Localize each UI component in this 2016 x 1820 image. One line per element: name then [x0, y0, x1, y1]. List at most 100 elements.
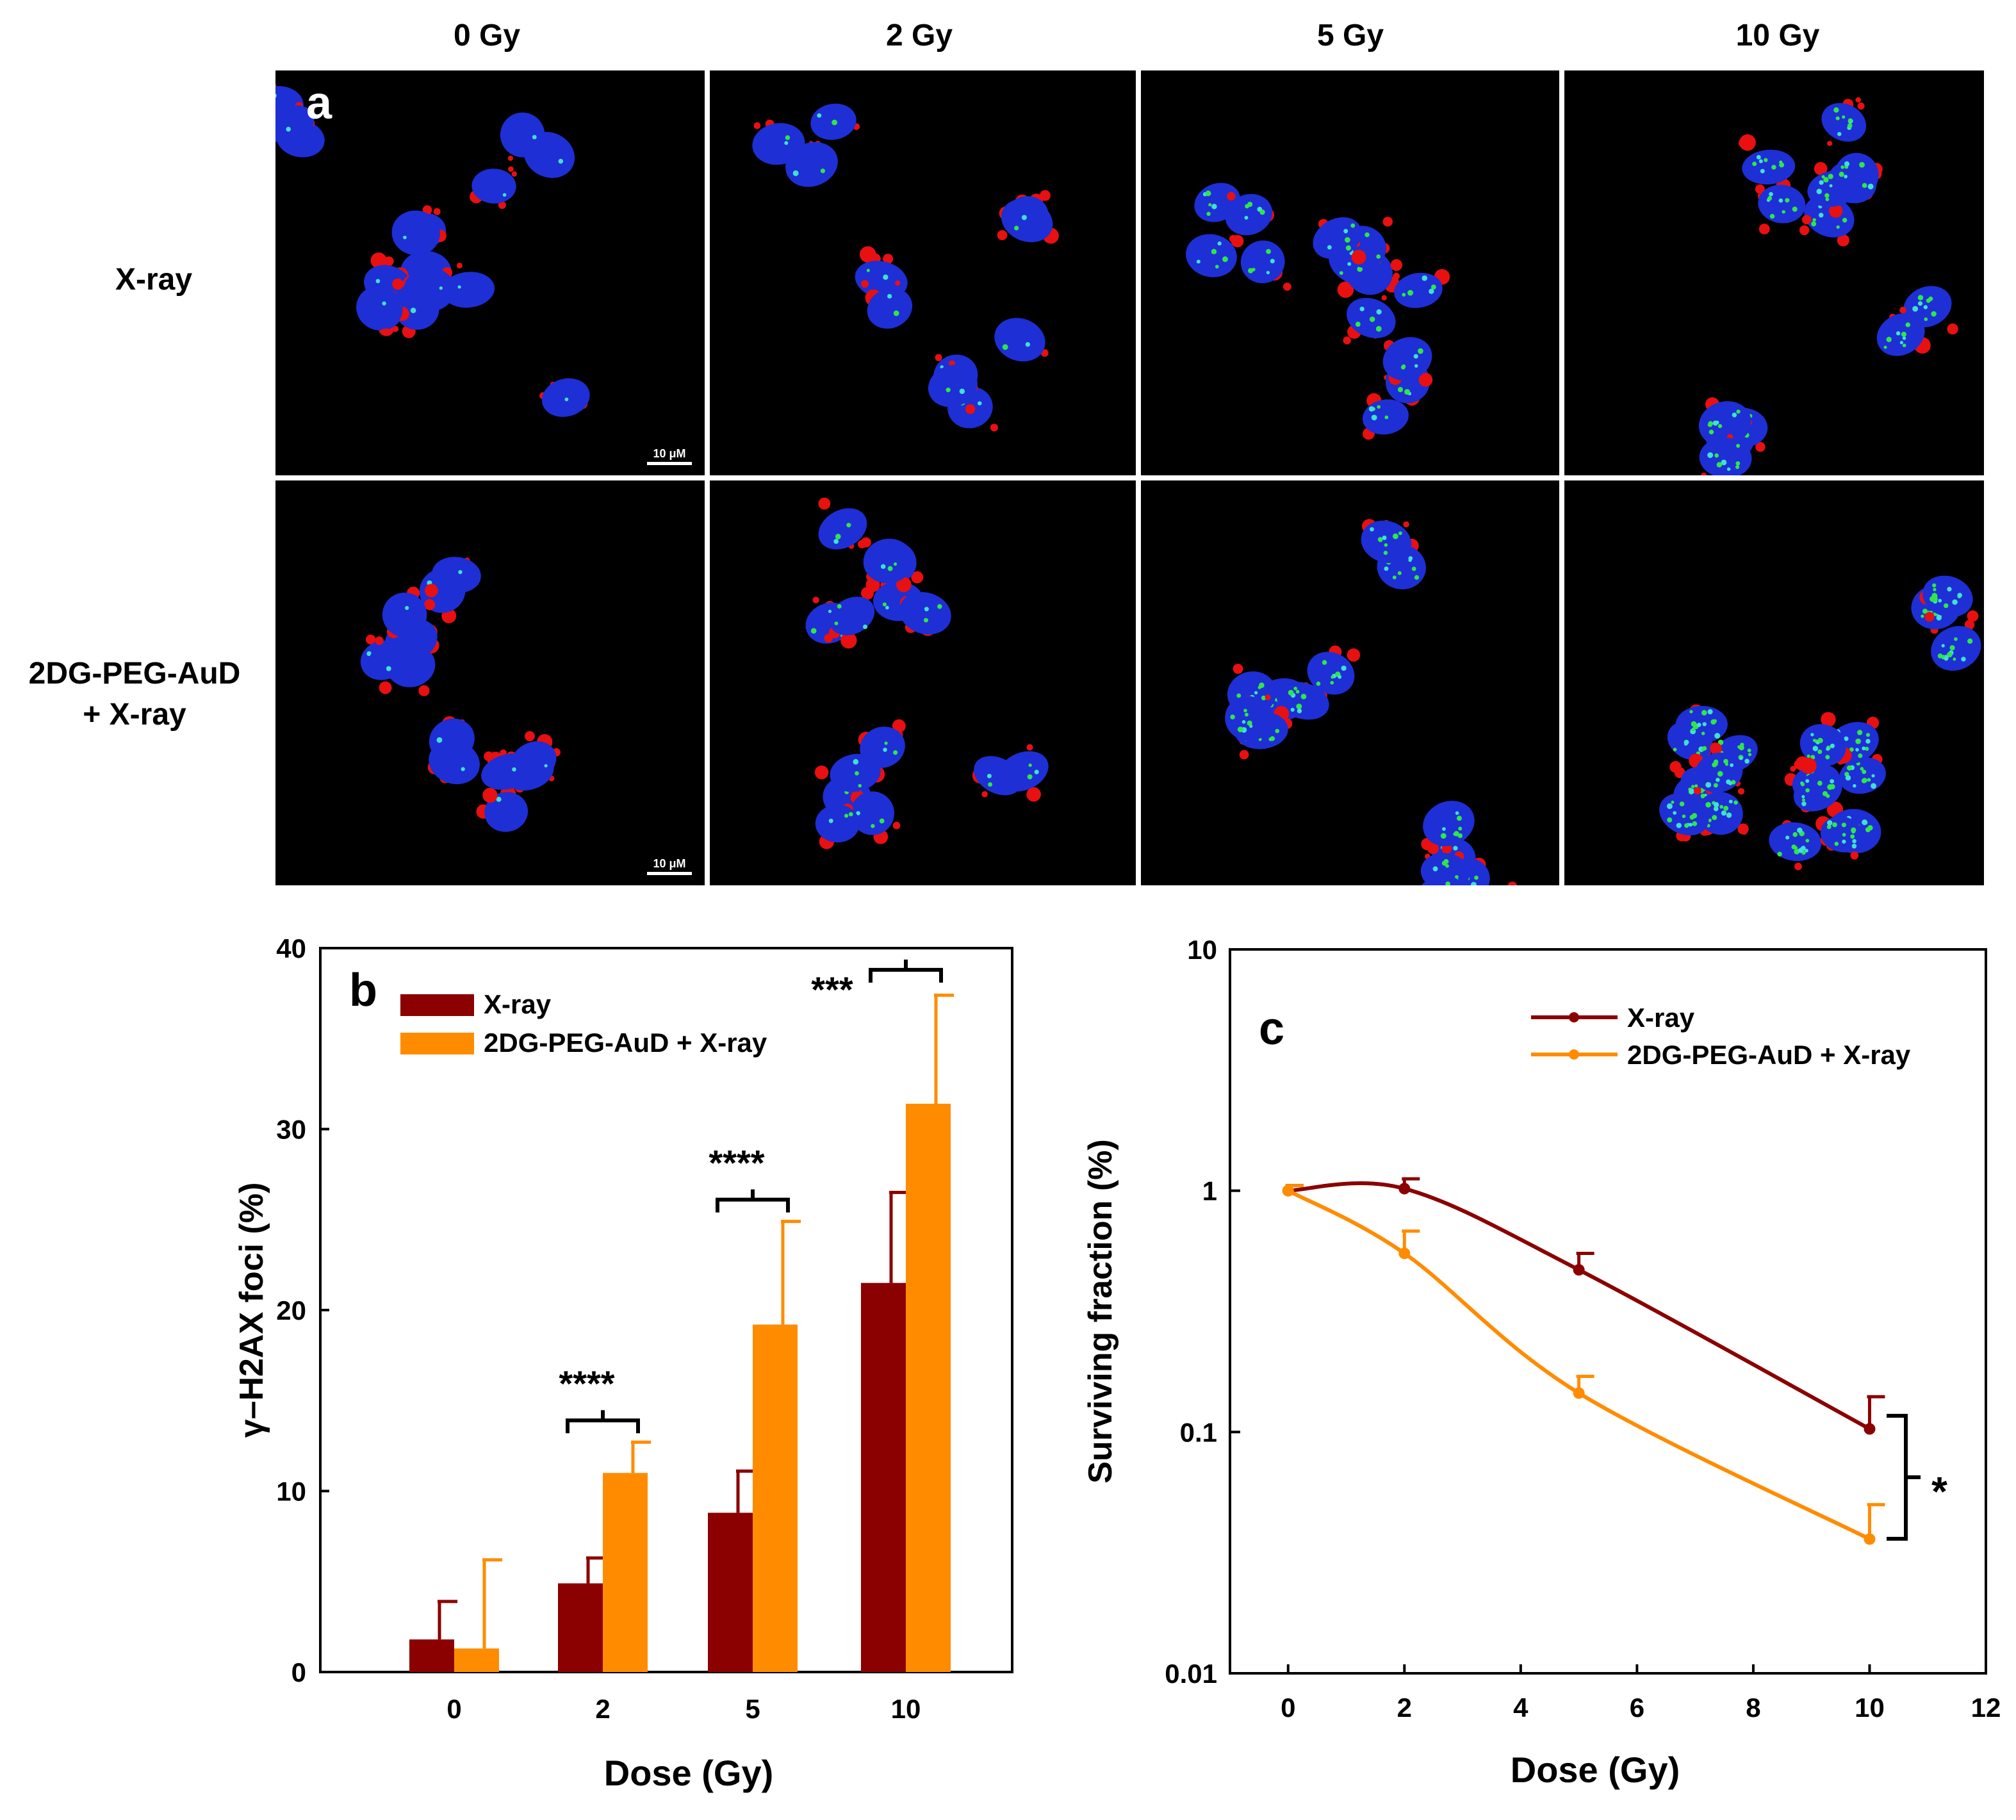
cell-nucleus — [994, 318, 1045, 362]
stain-spot — [1347, 648, 1361, 662]
foci-dot — [923, 618, 928, 623]
foci-dot — [439, 286, 443, 290]
stain-spot — [883, 254, 894, 265]
foci-dot — [1778, 198, 1783, 203]
foci-dot — [1752, 161, 1757, 167]
foci-dot — [1691, 721, 1697, 727]
cell-nucleus — [441, 272, 495, 308]
cell-nucleus — [818, 508, 867, 550]
stain-spot — [1739, 134, 1756, 151]
stain-spot — [935, 354, 942, 361]
series-line-combo — [1287, 1189, 1871, 1541]
foci-dot — [1845, 775, 1851, 781]
foci-dot — [810, 628, 817, 634]
cell-nucleus — [429, 740, 480, 785]
foci-dot — [1867, 825, 1873, 831]
foci-dot — [1819, 180, 1824, 185]
foci-dot — [1682, 814, 1686, 819]
foci-dot — [1355, 322, 1361, 327]
x-tick-label: 10 — [1855, 1693, 1885, 1723]
row-label-xray: X-ray — [19, 259, 288, 300]
stain-spot — [1418, 373, 1433, 387]
stain-spot — [965, 404, 976, 414]
data-point-combo — [1864, 1533, 1876, 1545]
foci-dot — [1805, 839, 1810, 843]
foci-dot — [1961, 657, 1966, 662]
foci-dot — [1400, 365, 1405, 370]
foci-dot — [834, 621, 839, 625]
foci-dot — [880, 564, 886, 570]
foci-dot — [1769, 192, 1773, 197]
foci-dot — [1936, 615, 1942, 621]
cell-nucleus — [1225, 696, 1272, 741]
foci-dot — [1384, 543, 1388, 547]
foci-dot — [884, 741, 888, 745]
y-tick-label: 1 — [1202, 1176, 1217, 1206]
foci-dot — [1705, 801, 1711, 808]
foci-dot — [286, 126, 291, 132]
stain-spot — [1899, 306, 1906, 314]
foci-dot — [1364, 232, 1370, 238]
foci-dot — [1679, 801, 1685, 807]
stain-spot — [860, 537, 871, 548]
x-tick-label: 4 — [1513, 1693, 1528, 1723]
foci-dot — [1707, 709, 1713, 715]
foci-dot — [1345, 245, 1352, 251]
foci-dot — [1414, 575, 1420, 580]
bar-xray — [708, 1513, 753, 1672]
foci-dot — [1418, 348, 1423, 354]
foci-dot — [1376, 309, 1382, 315]
cell-layer — [1186, 183, 1450, 440]
foci-dot — [1871, 774, 1875, 778]
foci-dot — [1397, 387, 1404, 393]
foci-dot — [1331, 675, 1334, 679]
foci-dot — [1833, 107, 1839, 113]
foci-dot — [1830, 743, 1835, 748]
foci-dot — [1726, 467, 1731, 471]
foci-dot — [458, 570, 463, 575]
foci-dot — [1414, 364, 1418, 368]
stain-spot — [423, 599, 436, 611]
foci-dot — [924, 607, 929, 612]
x-tick-label: 12 — [1971, 1693, 2001, 1723]
foci-dot — [1407, 290, 1414, 296]
foci-dot — [1454, 831, 1459, 837]
foci-dot — [1760, 168, 1765, 174]
foci-dot — [1858, 753, 1863, 758]
foci-dot — [1805, 779, 1810, 783]
stain-spot — [859, 246, 876, 263]
foci-dot — [1300, 694, 1307, 700]
foci-dot — [1236, 693, 1242, 698]
foci-dot — [833, 539, 839, 545]
foci-dot — [1701, 748, 1705, 751]
row-label-line1: 2DG-PEG-AuD — [28, 657, 241, 691]
stain-spot — [892, 821, 901, 830]
foci-dot — [1713, 806, 1719, 812]
foci-dot — [988, 782, 993, 787]
foci-dot — [1708, 818, 1712, 823]
y-tick-label: 20 — [276, 1295, 306, 1325]
foci-dot — [1471, 881, 1477, 885]
stain-spot — [525, 731, 535, 742]
foci-dot — [978, 401, 982, 406]
stain-spot — [482, 787, 498, 803]
foci-dot — [1345, 237, 1350, 243]
foci-dot — [1717, 771, 1723, 777]
y-tick-label: 0.1 — [1180, 1417, 1217, 1447]
foci-dot — [1350, 223, 1356, 228]
stain-spot — [911, 571, 924, 584]
foci-dot — [1671, 800, 1675, 804]
foci-dot — [1940, 655, 1944, 659]
stain-spot — [818, 497, 831, 510]
cell-nucleus — [1742, 149, 1796, 184]
foci-dot — [1902, 336, 1906, 340]
x-tick-label: 6 — [1630, 1693, 1644, 1723]
foci-dot — [1855, 748, 1859, 752]
cell-nucleus — [867, 288, 913, 329]
stain-spot — [1283, 283, 1291, 291]
y-axis-ticks: 0 10 20 30 40 — [276, 933, 329, 1687]
foci-dot — [1270, 259, 1275, 264]
cell-nucleus — [1769, 822, 1822, 861]
stain-spot — [418, 685, 430, 696]
foci-dot — [1823, 177, 1829, 183]
